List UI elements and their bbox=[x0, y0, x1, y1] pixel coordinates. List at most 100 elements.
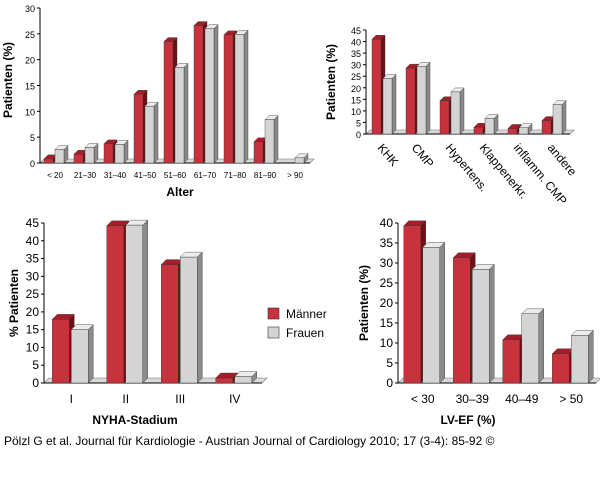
bar-side bbox=[588, 329, 594, 384]
bar-side bbox=[439, 241, 445, 384]
y-tick-label: 25 bbox=[351, 72, 361, 82]
y-tick-label: 20 bbox=[380, 296, 394, 310]
x-tick-label: < 30 bbox=[411, 392, 435, 406]
bar-frauen bbox=[54, 149, 65, 164]
bar-maenner bbox=[103, 143, 114, 164]
bar-side bbox=[561, 100, 567, 135]
bar-frauen bbox=[450, 91, 461, 135]
y-tick-label: 40 bbox=[26, 234, 40, 248]
bar-side bbox=[425, 61, 431, 135]
bar-maenner bbox=[215, 377, 233, 384]
x-tick-label: II bbox=[122, 392, 129, 406]
bar-frauen bbox=[382, 78, 393, 135]
bar-side bbox=[142, 219, 148, 384]
bar-side bbox=[459, 87, 465, 135]
y-axis-title: % Patienten bbox=[7, 269, 21, 337]
bar-side bbox=[489, 263, 495, 384]
bar-maenner bbox=[439, 100, 450, 135]
bar-maenner bbox=[193, 25, 204, 164]
y-tick-label: 35 bbox=[380, 236, 394, 250]
bar-maenner bbox=[133, 94, 144, 164]
bar-frauen bbox=[84, 147, 95, 164]
bar-frauen bbox=[234, 376, 252, 384]
y-tick-label: 30 bbox=[26, 269, 40, 283]
bar-frauen bbox=[416, 66, 427, 135]
y-axis-title: Patienten (%) bbox=[1, 42, 15, 118]
x-tick-label: I bbox=[70, 392, 73, 406]
y-tick-label: 30 bbox=[380, 256, 394, 270]
bar-frauen bbox=[472, 269, 490, 384]
bar-frauen bbox=[71, 329, 89, 384]
y-tick-label: 25 bbox=[26, 287, 40, 301]
bar-maenner bbox=[453, 257, 471, 384]
y-tick-label: 40 bbox=[351, 38, 361, 48]
y-tick-label: 15 bbox=[380, 316, 394, 330]
bar-maenner bbox=[371, 39, 382, 135]
x-tick-label: 31–40 bbox=[104, 171, 127, 180]
bar-frauen bbox=[484, 118, 495, 135]
bar-frauen bbox=[114, 144, 125, 164]
bar-maenner bbox=[473, 127, 484, 135]
bar-maenner bbox=[502, 339, 520, 384]
x-tick-label: > 50 bbox=[559, 392, 583, 406]
y-tick-label: 20 bbox=[25, 56, 35, 66]
x-tick-label: 40–49 bbox=[505, 392, 539, 406]
y-tick-label: 25 bbox=[380, 276, 394, 290]
x-tick-label: 21–30 bbox=[74, 171, 97, 180]
y-tick-label: 5 bbox=[356, 118, 361, 128]
bar-side bbox=[197, 251, 203, 384]
y-tick-label: 0 bbox=[30, 159, 35, 169]
y-tick-label: 5 bbox=[30, 133, 35, 143]
bar-maenner bbox=[507, 128, 518, 135]
y-tick-label: 0 bbox=[386, 376, 393, 390]
x-tick-label: 61–70 bbox=[194, 171, 217, 180]
y-tick-label: 0 bbox=[356, 130, 361, 140]
bar-frauen bbox=[521, 313, 539, 384]
x-tick-label: andere bbox=[545, 141, 580, 179]
bar-frauen bbox=[571, 335, 589, 384]
bar-maenner bbox=[253, 141, 264, 164]
y-tick-label: 5 bbox=[32, 358, 39, 372]
bar-maenner bbox=[73, 154, 84, 164]
x-tick-label: < 20 bbox=[47, 171, 63, 180]
x-tick-label: CMP bbox=[409, 141, 437, 170]
citation-footer: Pölzl G et al. Journal für Kardiologie -… bbox=[4, 434, 495, 448]
legend-swatch-frauen bbox=[267, 326, 280, 339]
y-tick-label: 15 bbox=[26, 323, 40, 337]
legend: Männer Frauen bbox=[267, 307, 327, 340]
bar-frauen bbox=[174, 67, 185, 164]
bar-frauen bbox=[180, 256, 198, 384]
bar-maenner bbox=[552, 353, 570, 384]
age-distribution-chart: 0 5 10 15 20 25 30 < 20 21–30 31–40 41–50 51–60 61–7… bbox=[1, 4, 315, 199]
y-tick-label: 35 bbox=[26, 252, 40, 266]
y-tick-label: 15 bbox=[351, 95, 361, 105]
bar-frauen bbox=[552, 104, 563, 135]
y-tick-label: 10 bbox=[26, 340, 40, 354]
bar-frauen bbox=[234, 34, 245, 164]
x-tick-label: KHK bbox=[375, 141, 402, 169]
y-tick-label: 0 bbox=[32, 376, 39, 390]
bar-maenner bbox=[43, 158, 54, 164]
x-tick-label: > 90 bbox=[287, 171, 303, 180]
x-tick-label: IV bbox=[229, 392, 240, 406]
y-tick-label: 45 bbox=[26, 216, 40, 230]
x-axis-title: NYHA-Stadium bbox=[92, 413, 177, 427]
legend-label: Männer bbox=[286, 307, 327, 321]
bar-side bbox=[213, 24, 219, 164]
x-tick-label: 30–39 bbox=[456, 392, 490, 406]
y-tick-label: 35 bbox=[351, 49, 361, 59]
bar-frauen bbox=[294, 157, 305, 164]
bar-maenner bbox=[161, 264, 179, 384]
y-tick-label: 25 bbox=[25, 30, 35, 40]
y-tick-label: 10 bbox=[351, 107, 361, 117]
bar-frauen bbox=[264, 119, 275, 164]
bar-side bbox=[391, 74, 397, 135]
legend-label: Frauen bbox=[286, 326, 324, 340]
bar-side bbox=[88, 324, 94, 384]
bar-side bbox=[273, 115, 279, 164]
y-axis-title: Patienten (%) bbox=[324, 44, 338, 120]
bar-frauen bbox=[422, 247, 440, 384]
bar-side bbox=[153, 101, 159, 164]
lvef-chart: 0 5 10 15 20 25 30 35 40 < 30 30–39 40–49 > 50 LV-EF … bbox=[357, 216, 600, 427]
